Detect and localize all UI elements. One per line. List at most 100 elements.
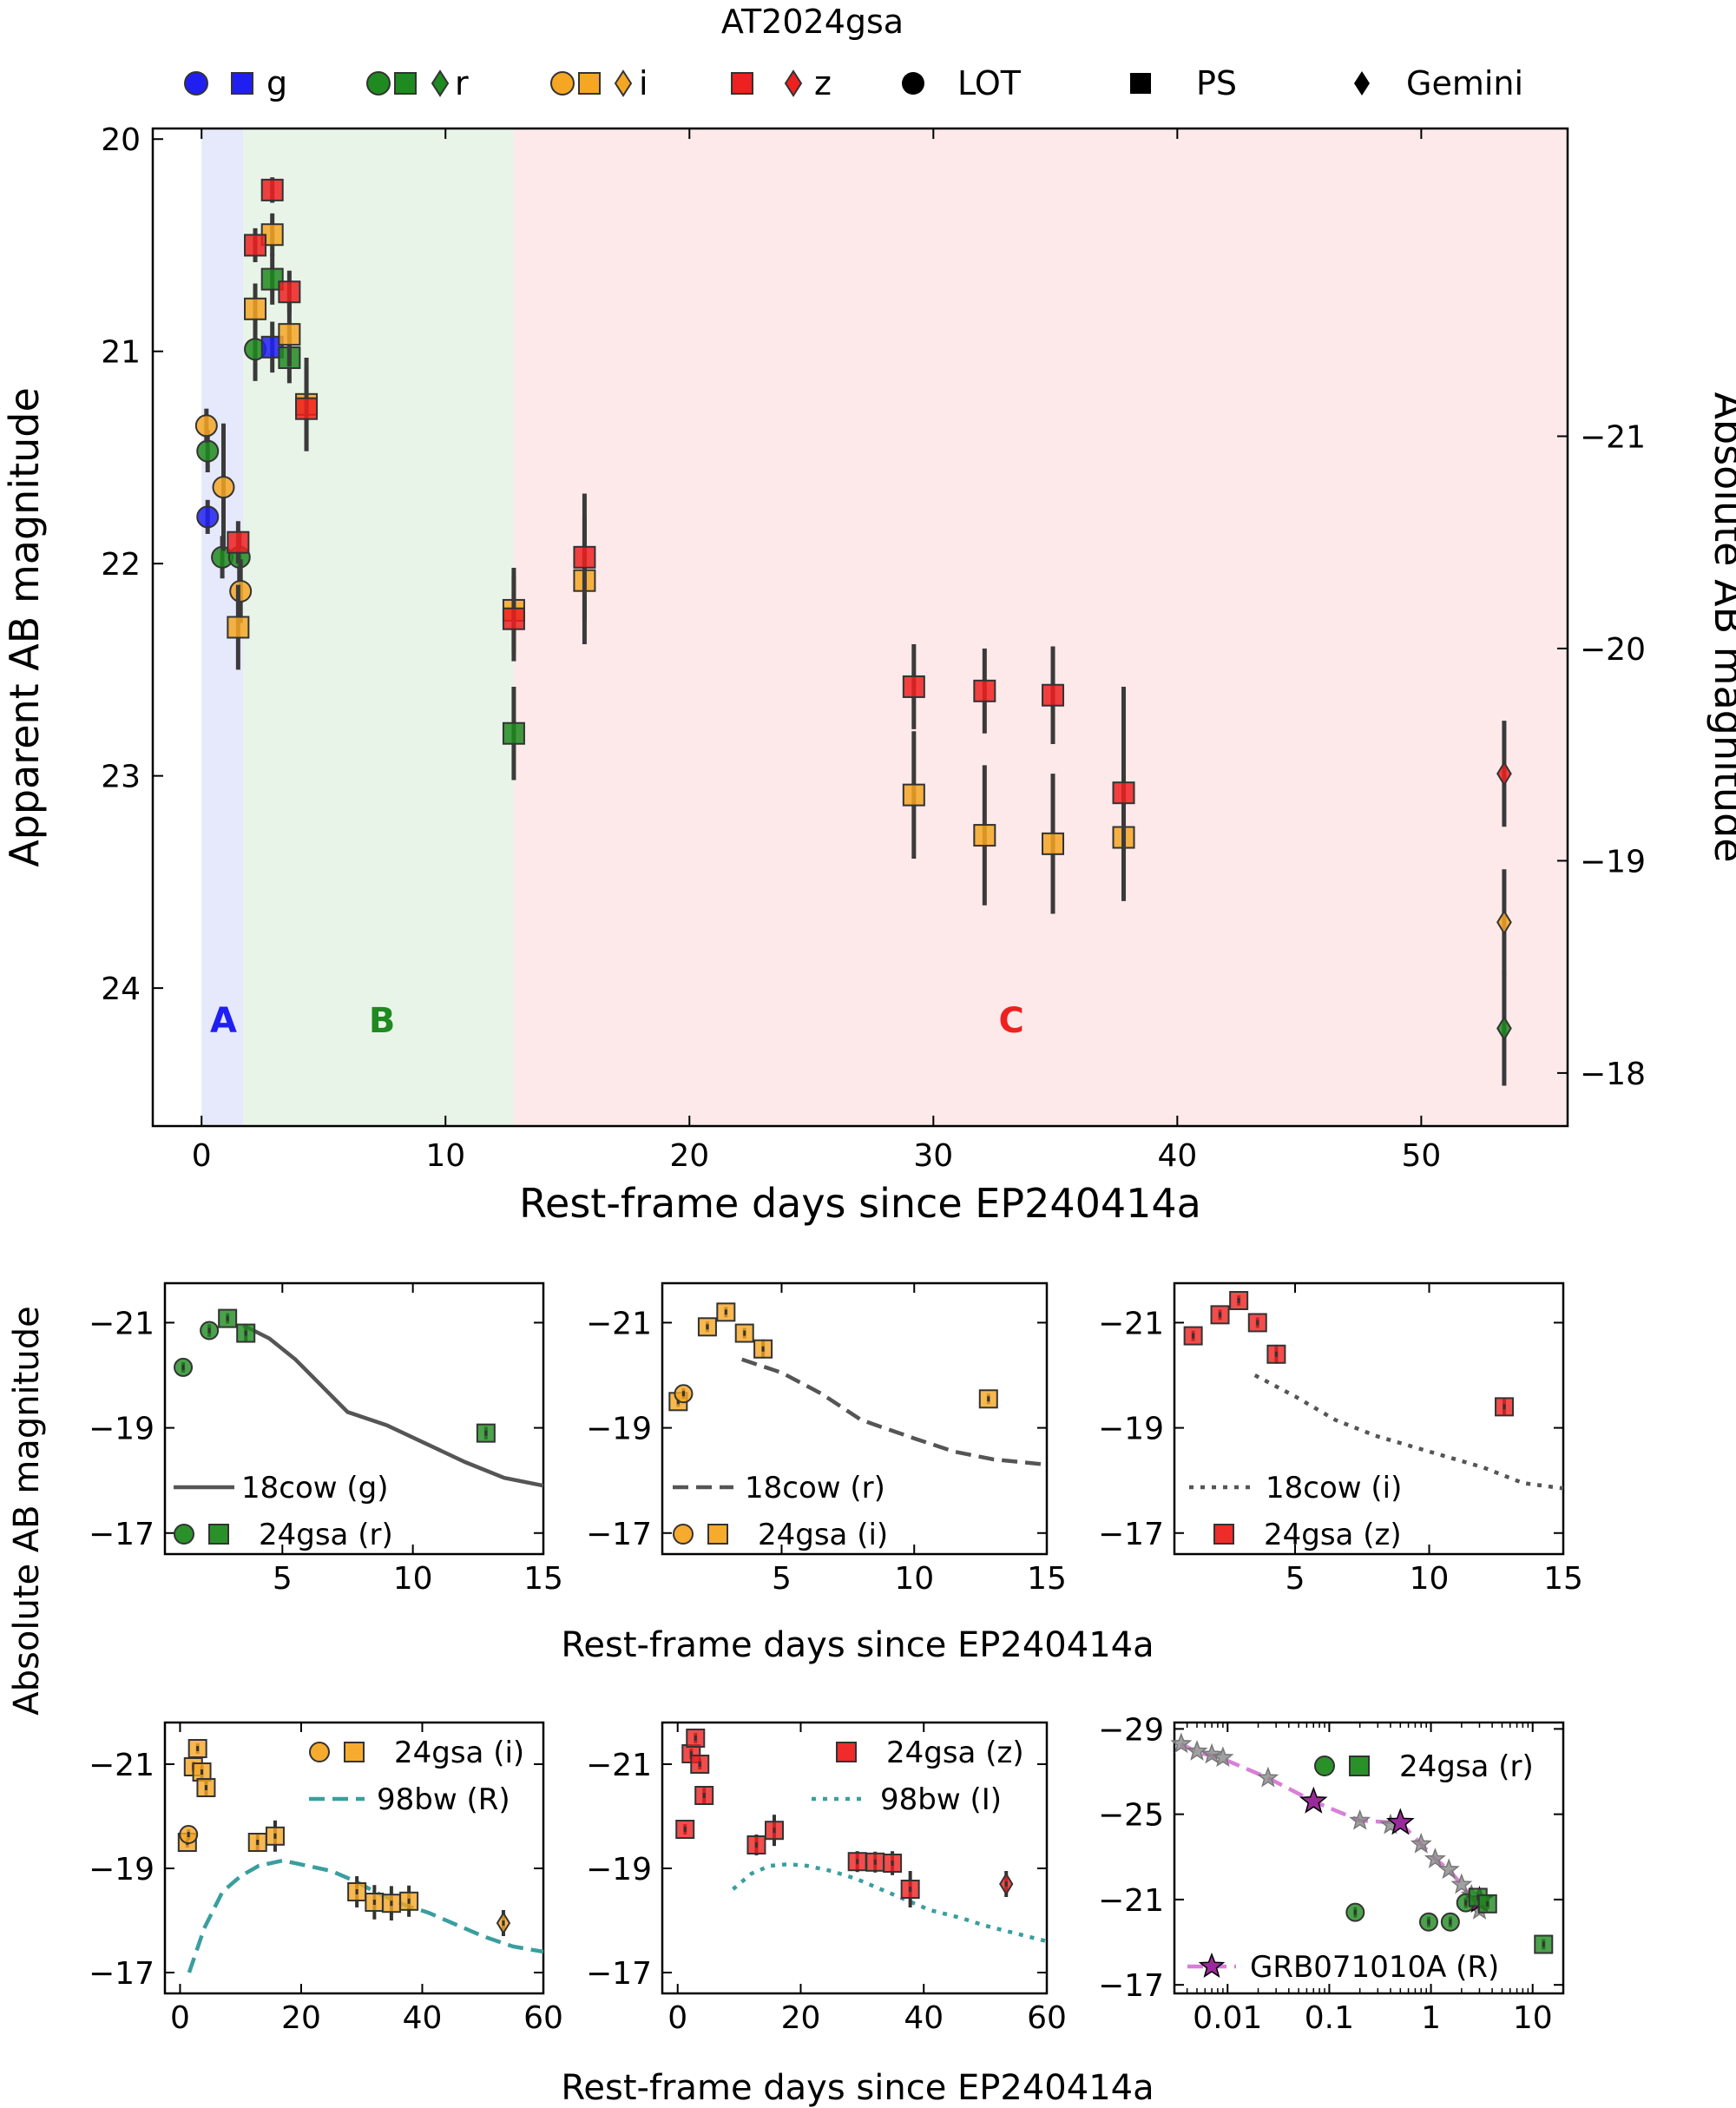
data-point-r bbox=[1496, 1015, 1512, 1042]
data-point-z bbox=[1112, 781, 1135, 805]
y-tick-label: −17 bbox=[1098, 1968, 1164, 2004]
data-point-z bbox=[227, 530, 250, 554]
data-point-i bbox=[194, 414, 218, 438]
y-tick-label: −21 bbox=[1098, 1306, 1164, 1341]
data-point-i bbox=[1496, 909, 1512, 935]
grb-star-small bbox=[1212, 1746, 1234, 1768]
y-tick-label: 22 bbox=[101, 547, 141, 583]
x-tick-label: 10 bbox=[1513, 2000, 1553, 2036]
lower-xlabel-2: Rest-frame days since EP240414a bbox=[561, 2068, 1154, 2108]
legend-points-label: 24gsa (z) bbox=[1264, 1518, 1402, 1552]
main-y2label: Absolute AB magnitude bbox=[1706, 392, 1736, 862]
data-point-i bbox=[902, 783, 925, 807]
data-point-z bbox=[902, 675, 925, 698]
legend-points-label: 24gsa (i) bbox=[394, 1736, 524, 1770]
legend-marker-r bbox=[1349, 1756, 1370, 1776]
legend-i-label: i bbox=[639, 64, 648, 102]
data-point-z bbox=[1042, 683, 1065, 707]
x-tick-label: 0 bbox=[667, 2000, 687, 2036]
y-tick-label: −19 bbox=[1098, 1412, 1164, 1447]
data-point-r bbox=[502, 721, 525, 745]
panel-frame bbox=[1173, 1281, 1565, 1556]
legend-curve-label: 18cow (g) bbox=[241, 1471, 389, 1505]
lower-ylabel: Absolute AB magnitude bbox=[7, 1306, 47, 1715]
legend-g-label: g bbox=[266, 64, 287, 102]
legend-i-lot-marker bbox=[550, 71, 575, 96]
panel-frame bbox=[1173, 1721, 1565, 1995]
y-tick-label: −21 bbox=[1098, 1883, 1164, 1919]
region-label-A: A bbox=[210, 1001, 237, 1041]
legend-lot-marker bbox=[902, 72, 924, 95]
y2-tick-label: −21 bbox=[1580, 419, 1646, 455]
y-tick-label: −21 bbox=[586, 1748, 652, 1783]
data-point-z bbox=[1496, 761, 1512, 787]
legend-ps-marker bbox=[1130, 73, 1151, 94]
legend-r-ps-marker bbox=[394, 72, 417, 95]
panel-18cow-r: 5 10 15 −21 −19 −17 18cow (r) 24gsa (i) bbox=[586, 1281, 1067, 1597]
y-tick-label: −17 bbox=[89, 1956, 155, 1992]
grb-star-small bbox=[1450, 1873, 1473, 1894]
x-tick-label: 0 bbox=[192, 1138, 212, 1174]
panel-frame bbox=[163, 1721, 545, 1995]
x-tick-label: 10 bbox=[393, 1561, 433, 1597]
data-point-z bbox=[502, 607, 525, 630]
y-tick-label: −17 bbox=[586, 1517, 652, 1552]
model-curve bbox=[732, 1861, 1048, 1944]
x-tick-label: 5 bbox=[772, 1561, 792, 1597]
data-point-i bbox=[227, 616, 250, 639]
model-curve bbox=[740, 1357, 1048, 1467]
x-tick-label: 5 bbox=[1286, 1561, 1305, 1597]
legend-marker-z bbox=[1213, 1524, 1234, 1545]
grb-star-small bbox=[1257, 1766, 1279, 1788]
data-point-z bbox=[973, 679, 996, 702]
legend-i-gemini-marker bbox=[614, 69, 633, 97]
panel-18cow-g: 5 10 15 −21 −19 −17 18cow (g) 24gsa (r) bbox=[89, 1281, 563, 1597]
x-tick-label: 10 bbox=[425, 1138, 465, 1174]
legend-marker-r bbox=[208, 1524, 229, 1545]
x-tick-label: 10 bbox=[1410, 1561, 1450, 1597]
data-point-i bbox=[244, 297, 267, 320]
x-tick-label: 40 bbox=[904, 2000, 944, 2036]
data-point-i bbox=[212, 476, 235, 499]
y-tick-label: −19 bbox=[586, 1412, 652, 1447]
legend-curve-label: GRB071010A (R) bbox=[1250, 1950, 1499, 1985]
x-tick-label: 15 bbox=[523, 1561, 563, 1597]
x-tick-label: 50 bbox=[1401, 1138, 1441, 1174]
data-point-z bbox=[244, 234, 267, 257]
region-label-B: B bbox=[369, 1001, 396, 1041]
legend-gemini-label: Gemini bbox=[1406, 64, 1523, 102]
main-light-curve-plot: A B C 0 10 20 30 40 50 20 21 22 23 24 −21 −20 −19 −18 Rest… bbox=[1, 122, 1736, 1227]
y-tick-label: 21 bbox=[101, 335, 141, 371]
y2-tick-label: −18 bbox=[1580, 1057, 1646, 1092]
data-point-z bbox=[295, 397, 319, 420]
model-curve bbox=[1253, 1373, 1564, 1491]
model-curve bbox=[242, 1323, 544, 1488]
legend-curve-label: 18cow (i) bbox=[1266, 1471, 1402, 1505]
panel-frame bbox=[661, 1281, 1049, 1556]
y-tick-label: 23 bbox=[101, 760, 141, 795]
legend-r-gemini-marker bbox=[431, 69, 450, 97]
grb-star-small bbox=[1410, 1832, 1432, 1854]
x-tick-label: 60 bbox=[1027, 2000, 1067, 2036]
data-point-i bbox=[278, 323, 301, 346]
grb-star-small bbox=[1424, 1848, 1446, 1868]
legend-curve-label: 98bw (R) bbox=[377, 1782, 510, 1817]
x-tick-label: 20 bbox=[281, 2000, 321, 2036]
legend-z-gemini-marker bbox=[784, 69, 803, 97]
legend-marker-z bbox=[836, 1742, 857, 1762]
y-tick-label: −21 bbox=[586, 1306, 652, 1341]
y-tick-label: −19 bbox=[89, 1852, 155, 1887]
legend-curve-label: 18cow (r) bbox=[745, 1471, 885, 1505]
legend-r-lot-marker bbox=[366, 71, 391, 96]
y-tick-label: −17 bbox=[586, 1956, 652, 1992]
x-tick-label: 60 bbox=[523, 2000, 563, 2036]
legend-i-ps-marker bbox=[578, 72, 601, 95]
legend-g-lot-marker bbox=[184, 71, 208, 96]
legend-marker-i bbox=[309, 1742, 330, 1762]
legend-z-ps-marker bbox=[731, 72, 753, 95]
data-point-i bbox=[1042, 832, 1065, 855]
legend-z-label: z bbox=[814, 64, 832, 102]
x-tick-label: 0 bbox=[170, 2000, 190, 2036]
top-legend: g r i z LOT PS Gemini bbox=[184, 64, 1523, 102]
y2-tick-label: −20 bbox=[1580, 632, 1646, 668]
